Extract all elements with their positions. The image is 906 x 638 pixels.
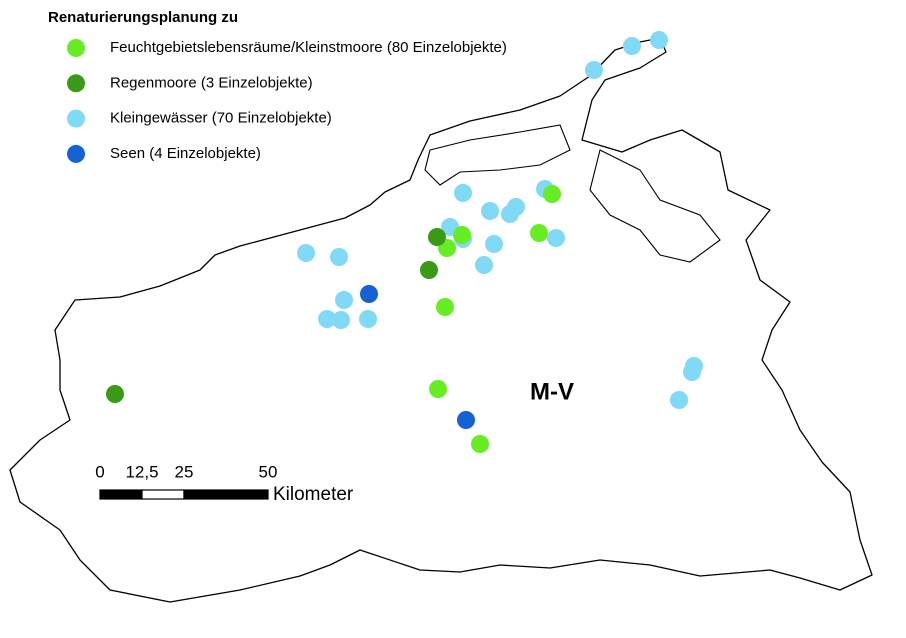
site-marker bbox=[318, 310, 336, 328]
site-marker bbox=[543, 185, 561, 203]
site-marker bbox=[335, 291, 353, 309]
site-marker bbox=[683, 363, 701, 381]
site-marker bbox=[481, 202, 499, 220]
scale-tick-label: 25 bbox=[175, 462, 194, 481]
scale-tick-label: 0 bbox=[95, 462, 104, 481]
region-label: M-V bbox=[530, 378, 574, 405]
legend-marker bbox=[67, 109, 85, 128]
site-marker bbox=[420, 261, 438, 279]
scale-tick-label: 50 bbox=[259, 462, 278, 481]
site-marker bbox=[507, 198, 525, 216]
site-marker bbox=[453, 226, 471, 244]
site-marker bbox=[475, 256, 493, 274]
site-marker bbox=[429, 380, 447, 398]
site-marker bbox=[670, 391, 688, 409]
legend-label: Regenmoore (3 Einzelobjekte) bbox=[110, 74, 313, 91]
legend-marker bbox=[67, 144, 85, 163]
legend-label: Feuchtgebietslebensräume/Kleinstmoore (8… bbox=[110, 39, 507, 56]
legend-marker bbox=[67, 74, 85, 93]
site-marker bbox=[106, 385, 124, 403]
scale-segment bbox=[99, 489, 143, 500]
state-outline bbox=[9, 37, 873, 603]
legend-label: Seen (4 Einzelobjekte) bbox=[110, 145, 261, 162]
site-marker bbox=[428, 228, 446, 246]
site-marker bbox=[332, 311, 350, 329]
site-marker bbox=[485, 235, 503, 253]
island-outline bbox=[424, 124, 721, 263]
site-marker bbox=[650, 31, 668, 49]
site-marker bbox=[297, 244, 315, 262]
site-marker bbox=[454, 184, 472, 202]
legend-label: Kleingewässer (70 Einzelobjekte) bbox=[110, 110, 332, 127]
site-marker bbox=[360, 285, 378, 303]
site-marker bbox=[457, 411, 475, 429]
site-marker bbox=[623, 37, 641, 55]
site-marker bbox=[530, 224, 548, 242]
scale-tick-label: 12,5 bbox=[125, 462, 158, 481]
site-marker bbox=[436, 298, 454, 316]
legend-marker bbox=[67, 39, 85, 57]
site-marker bbox=[359, 310, 377, 328]
site-marker bbox=[585, 61, 603, 79]
legend-title: Renaturierungsplanung zu bbox=[48, 9, 238, 26]
site-marker bbox=[547, 229, 565, 247]
legend: Feuchtgebietslebensräume/Kleinstmoore (8… bbox=[67, 39, 507, 163]
scale-segment bbox=[183, 489, 269, 500]
scale-unit: Kilometer bbox=[273, 484, 354, 505]
scale-bar: 0 12,5 25 50 bbox=[95, 462, 278, 500]
site-marker bbox=[330, 248, 348, 266]
sites bbox=[106, 31, 703, 453]
scale-segment bbox=[141, 489, 185, 500]
site-marker bbox=[471, 435, 489, 453]
